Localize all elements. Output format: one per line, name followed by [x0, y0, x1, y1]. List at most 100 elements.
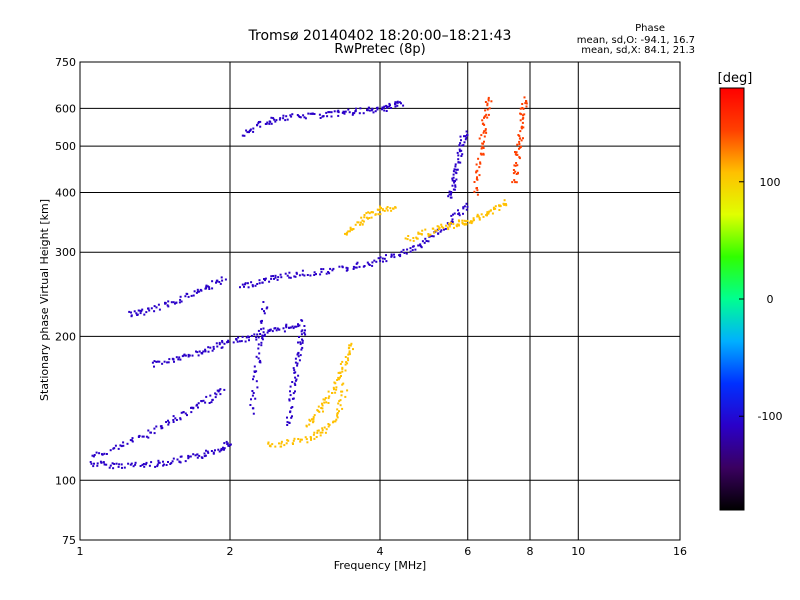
data-point [480, 147, 483, 150]
data-point [252, 392, 255, 394]
data-point [211, 349, 214, 352]
data-point [293, 369, 296, 372]
data-point [434, 229, 437, 232]
data-point [248, 131, 250, 134]
data-point [482, 153, 485, 156]
data-point [167, 423, 170, 426]
data-point [385, 207, 388, 210]
data-point [521, 117, 524, 120]
data-point [323, 401, 326, 404]
data-point [385, 104, 388, 107]
data-point [456, 223, 459, 226]
data-point [257, 336, 260, 339]
data-point [454, 165, 457, 168]
data-point [432, 227, 435, 230]
data-point [519, 146, 522, 149]
data-point [339, 404, 342, 407]
data-point [303, 116, 306, 119]
data-point [512, 169, 515, 171]
data-point [218, 450, 221, 453]
data-point [257, 121, 260, 123]
x-tick-label: 8 [527, 545, 534, 558]
data-point [143, 313, 146, 316]
data-point [137, 436, 140, 438]
data-point [522, 137, 524, 140]
data-point [360, 216, 363, 219]
data-point [286, 118, 289, 121]
data-point [226, 442, 229, 445]
data-point [365, 216, 368, 219]
colorbar-tick-label: 100 [760, 176, 781, 189]
data-point [485, 113, 488, 116]
data-point [388, 102, 391, 105]
data-point [438, 226, 441, 229]
data-point [436, 228, 439, 231]
data-point [464, 135, 467, 138]
data-point [517, 134, 520, 136]
data-point [442, 226, 445, 229]
data-point [160, 425, 163, 428]
data-point [340, 390, 343, 393]
data-point [261, 308, 264, 311]
data-point [297, 438, 300, 440]
data-point [114, 444, 117, 447]
data-point [390, 255, 393, 258]
data-point [270, 116, 273, 119]
data-point [447, 228, 450, 231]
data-point [366, 108, 369, 111]
data-point [192, 453, 195, 456]
data-point [478, 137, 481, 140]
data-point [313, 437, 316, 440]
data-point [344, 395, 347, 398]
data-point [452, 188, 455, 191]
data-point [296, 362, 299, 365]
data-point [109, 449, 112, 452]
data-point [482, 131, 485, 134]
data-point [282, 117, 285, 120]
data-point [92, 455, 95, 458]
data-point [465, 202, 468, 205]
data-point [483, 140, 485, 143]
data-point [258, 279, 261, 282]
data-point [357, 221, 360, 224]
data-point [153, 432, 156, 435]
data-point [168, 421, 171, 424]
data-point [330, 115, 333, 118]
data-point [385, 260, 388, 263]
data-point [478, 174, 481, 177]
data-point [435, 229, 438, 232]
data-point [432, 235, 435, 238]
data-point [324, 431, 327, 434]
data-point [189, 455, 192, 458]
data-point [323, 398, 326, 401]
data-point [250, 398, 252, 401]
data-point [295, 378, 298, 381]
data-point [355, 266, 358, 269]
data-point [300, 348, 303, 351]
data-point [436, 225, 439, 228]
data-point [139, 465, 142, 467]
data-point [218, 341, 221, 344]
data-point [321, 431, 324, 434]
data-point [414, 248, 417, 251]
data-point [336, 413, 339, 415]
data-point [417, 244, 420, 247]
data-point [390, 209, 393, 212]
data-point [218, 343, 221, 346]
data-point [443, 228, 445, 231]
data-point [207, 451, 210, 454]
data-point [285, 323, 288, 326]
data-point [255, 370, 258, 373]
data-point [196, 456, 199, 459]
data-point [455, 172, 458, 175]
data-point [249, 129, 252, 132]
data-point [309, 274, 312, 277]
data-point [196, 290, 199, 293]
data-point [402, 248, 405, 251]
data-point [266, 331, 269, 334]
data-point [155, 360, 158, 363]
data-point [317, 405, 320, 408]
x-tick-label: 1 [77, 545, 84, 558]
data-point [145, 461, 148, 464]
data-point [241, 134, 244, 137]
